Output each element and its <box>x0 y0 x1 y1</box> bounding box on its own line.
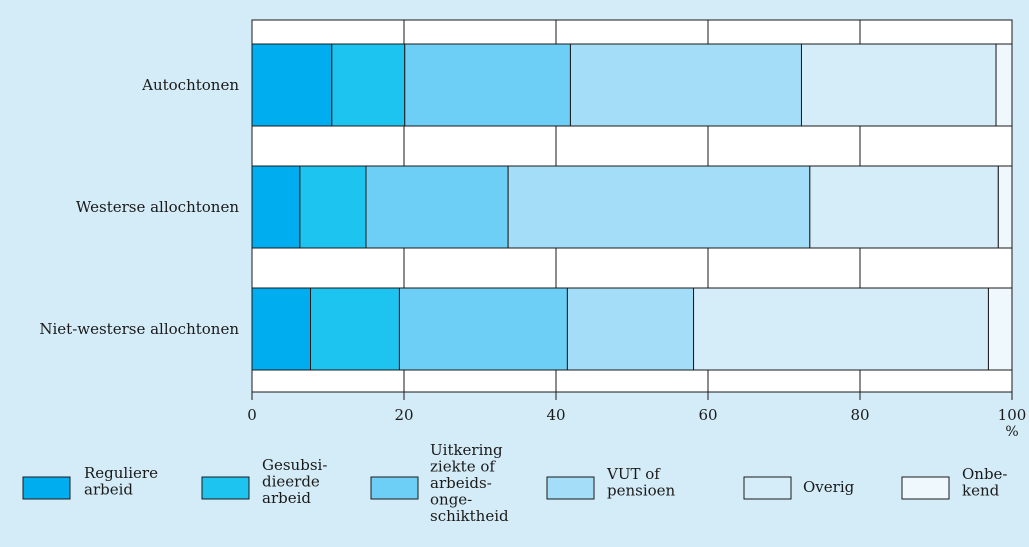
legend-label: Gesubsi-dieerde arbeid <box>262 456 327 507</box>
bar-segment <box>251 43 333 127</box>
bars <box>251 43 1013 371</box>
tick-label: 40 <box>546 406 565 424</box>
legend-label: Reguliere arbeid <box>84 464 158 499</box>
bar-segment <box>507 165 811 249</box>
legend-swatch <box>901 476 950 500</box>
bar-segment <box>365 165 509 249</box>
tick-label: 0 <box>247 406 257 424</box>
bar-segment <box>404 43 571 127</box>
legend-swatch <box>22 476 71 500</box>
bar-segment <box>693 287 989 371</box>
bar-segment <box>566 287 695 371</box>
bar-segment <box>569 43 802 127</box>
legend-label: Overig <box>803 478 855 496</box>
category-labels: Autochtonen Westerse allochtonen Niet-west… <box>39 76 239 338</box>
bar-segment <box>398 287 568 371</box>
bar-segment <box>997 165 1013 249</box>
legend-label: Uitkering ziekte of arbeids-onge-schikthei… <box>430 441 509 525</box>
tick-label: 100 <box>998 406 1027 424</box>
bar-segment <box>809 165 999 249</box>
bar-segment <box>331 43 406 127</box>
axis-unit-label: % <box>1005 424 1018 440</box>
category-label: Autochtonen <box>141 76 239 94</box>
legend-swatch <box>546 476 595 500</box>
tick-label: 60 <box>698 406 717 424</box>
bar-segment <box>310 287 400 371</box>
bar-segment <box>299 165 367 249</box>
tick-label: 20 <box>394 406 413 424</box>
bar-segment <box>800 43 997 127</box>
legend-swatch <box>370 476 419 500</box>
category-label: Niet-westerse allochtonen <box>39 320 239 338</box>
bar-segment <box>995 43 1013 127</box>
bar-segment <box>251 287 312 371</box>
bar-segment <box>987 287 1013 371</box>
legend-swatch <box>743 476 792 500</box>
legend-label: Onbe-kend <box>962 465 1008 500</box>
bar-segment <box>251 165 301 249</box>
x-axis-ticks: 0 20 40 60 80 100% <box>247 392 1026 440</box>
category-label: Westerse allochtonen <box>76 198 239 216</box>
legend: Reguliere arbeid Gesubsi-dieerde arbeid Uitk… <box>22 441 1008 525</box>
legend-label: VUT of pensioen <box>606 465 676 500</box>
tick-label: 80 <box>850 406 869 424</box>
legend-swatch <box>201 476 250 500</box>
